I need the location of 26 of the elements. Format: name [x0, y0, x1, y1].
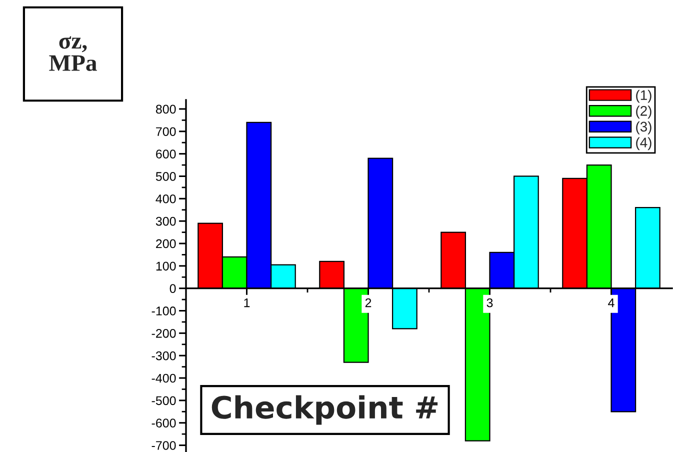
legend-label: (1): [636, 90, 652, 103]
x-tick-label: 3: [486, 298, 493, 308]
legend-label: (4): [636, 137, 652, 150]
y-tick-label: 500: [156, 172, 176, 181]
y-tick-label: -300: [152, 351, 176, 360]
y-tick-label: 100: [156, 262, 176, 271]
y-tick-label: 0: [170, 284, 176, 293]
y-tick-label: -500: [152, 396, 176, 406]
y-tick-label: -700: [152, 441, 176, 450]
y-tick-label: 800: [156, 104, 176, 114]
y-tick-label: -400: [152, 374, 176, 383]
x-tick-label: 2: [365, 298, 372, 308]
y-tick-label: 600: [156, 150, 176, 158]
y-tick-label: 200: [156, 239, 176, 248]
legend-label: (3): [636, 121, 652, 134]
y-tick-label: 300: [156, 216, 176, 226]
x-axis-title: Checkpoint #: [212, 395, 438, 425]
legend-label: (2): [636, 106, 652, 119]
y-tick-label: 700: [156, 127, 176, 136]
x-tick-label: 4: [608, 298, 614, 308]
y-tick-label: -100: [152, 306, 176, 316]
y-tick-label: -200: [152, 328, 176, 338]
y-tick-label: -600: [152, 418, 176, 428]
y-tick-label: 400: [156, 194, 176, 204]
y-axis-title: σz, MPa: [49, 36, 97, 72]
x-tick-label: 1: [244, 298, 250, 308]
